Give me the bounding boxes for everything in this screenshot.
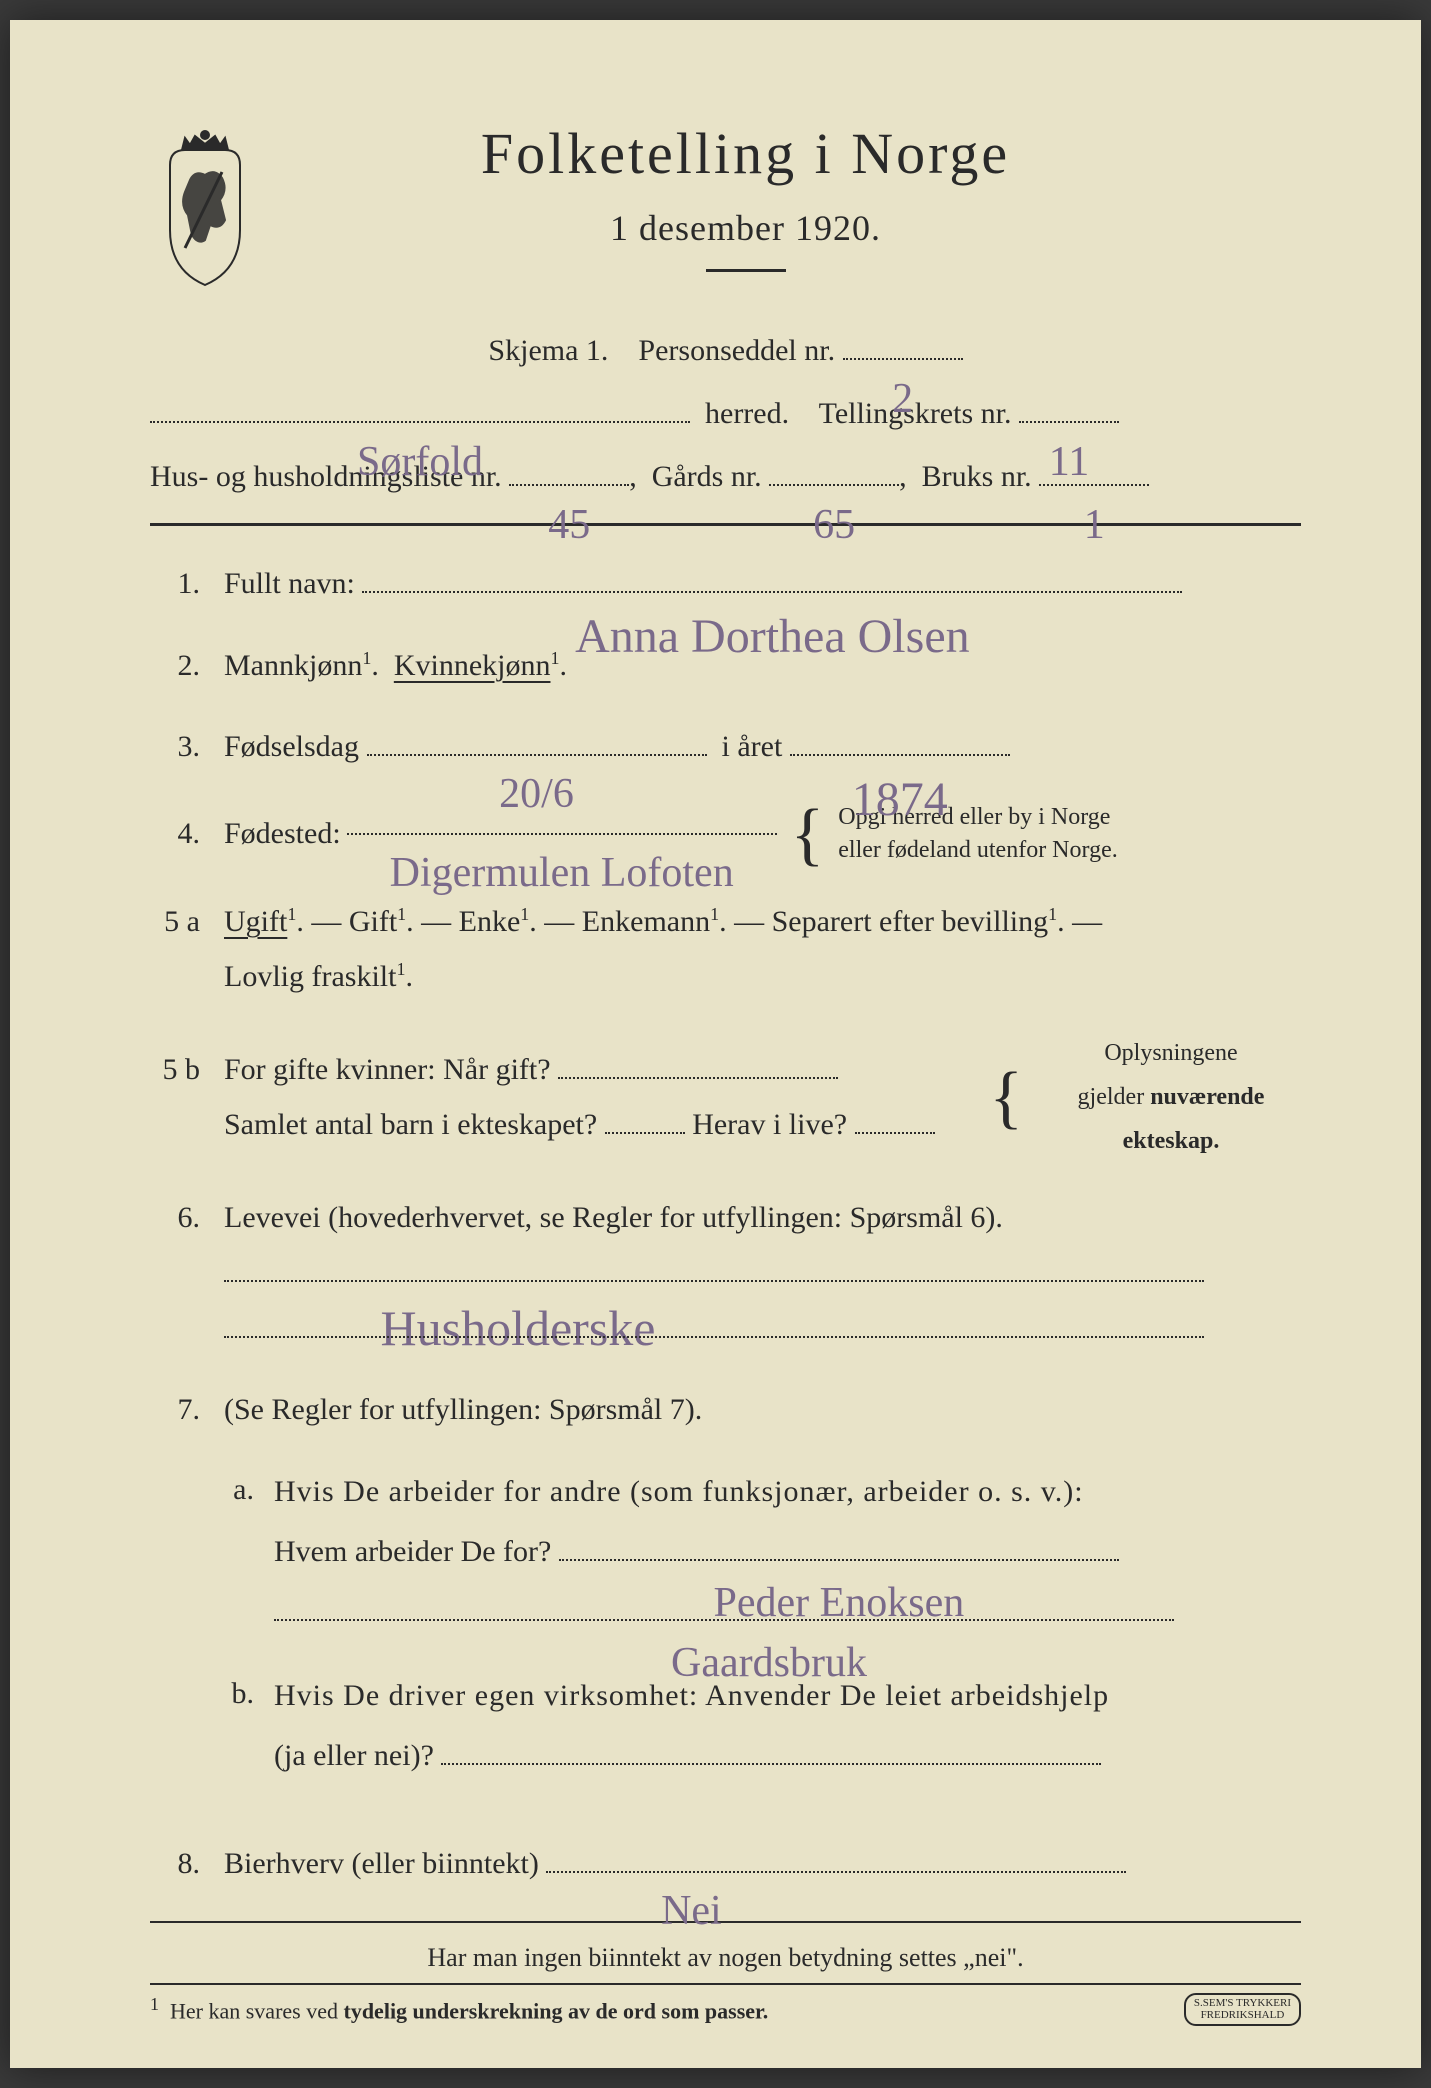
q7a-value2: Gaardsbruk <box>667 1621 871 1627</box>
q5b-row: 5 b For gifte kvinner: Når gift? Samlet … <box>150 1031 1301 1164</box>
q3-label: Fødselsdag <box>224 730 359 763</box>
q7a-letter: a. <box>224 1462 254 1642</box>
husliste-nr: 45 <box>544 486 594 492</box>
herred-label: herred. <box>705 397 789 430</box>
q4-row: 4. Fødested: Digermulen Lofoten { Opgi h… <box>150 801 1301 868</box>
q5a-ugift: Ugift <box>224 905 287 938</box>
census-form-page: Folketelling i Norge 1 desember 1920. Sk… <box>10 20 1421 2068</box>
personseddel-label: Personseddel nr. <box>638 334 835 367</box>
divider-top <box>150 523 1301 526</box>
skjema-line: Skjema 1. Personseddel nr. 2 <box>150 322 1301 379</box>
husliste-line: Hus- og husholdningsliste nr. 45, Gårds … <box>150 448 1301 505</box>
q5b-line2b: Herav i live? <box>692 1108 847 1141</box>
title-divider <box>706 269 786 272</box>
q7a-value1: Peder Enoksen <box>709 1561 968 1567</box>
header: Folketelling i Norge 1 desember 1920. <box>150 120 1301 302</box>
q8-label: Bierhverv (eller biinntekt) <box>224 1847 539 1880</box>
brace-icon-2: { <box>989 1080 1023 1115</box>
q6-row: 6. Levevei (hovederhvervet, se Regler fo… <box>150 1190 1301 1357</box>
title-block: Folketelling i Norge 1 desember 1920. <box>290 120 1301 302</box>
q2-kvinne: Kvinnekjønn <box>394 649 551 682</box>
coat-of-arms-icon <box>150 130 260 290</box>
main-title: Folketelling i Norge <box>290 120 1201 187</box>
bruks-label: Bruks nr. <box>922 460 1032 493</box>
q7b-letter: b. <box>224 1666 254 1786</box>
brace-icon: { <box>791 817 825 852</box>
skjema-label: Skjema 1. <box>488 334 608 367</box>
q5a-gift: Gift <box>349 905 397 938</box>
q5b-left: For gifte kvinner: Når gift? Samlet anta… <box>224 1042 971 1153</box>
herred-line: Sørfold herred. Tellingskrets nr. 11 <box>150 385 1301 442</box>
q6-label: Levevei (hovederhvervet, se Regler for u… <box>224 1201 1003 1234</box>
gards-nr: 65 <box>809 486 859 492</box>
q5a-row: 5 a Ugift1. — Gift1. — Enke1. — Enkemann… <box>150 894 1301 1005</box>
q7-num: 7. <box>150 1393 200 1427</box>
tellingskrets-label: Tellingskrets nr. <box>819 397 1012 430</box>
q1-label: Fullt navn: <box>224 567 355 600</box>
q3-day: 20/6 <box>495 756 578 762</box>
q5b-num: 5 b <box>150 1053 200 1087</box>
q1-value: Anna Dorthea Olsen <box>571 593 974 599</box>
q4-value: Digermulen Lofoten <box>386 835 738 841</box>
herred-value: Sørfold <box>353 423 487 429</box>
q4-label: Fødested: <box>224 806 341 862</box>
q5b-line2a: Samlet antal barn i ekteskapet? <box>224 1108 597 1141</box>
q7-row: 7. (Se Regler for utfyllingen: Spørsmål … <box>150 1382 1301 1810</box>
divider-bottom <box>150 1921 1301 1923</box>
bruks-nr: 1 <box>1080 486 1109 492</box>
q8-num: 8. <box>150 1847 200 1881</box>
q2-num: 2. <box>150 649 200 683</box>
q7a-line2-label: Hvem arbeider De for? <box>274 1535 551 1568</box>
footer-note: Har man ingen biinntekt av nogen betydni… <box>150 1943 1301 1973</box>
q4-num: 4. <box>150 817 200 851</box>
q5b-line1: For gifte kvinner: Når gift? <box>224 1053 551 1086</box>
gards-label: Gårds nr. <box>652 460 762 493</box>
q6-num: 6. <box>150 1201 200 1235</box>
q5a-separert: Separert efter bevilling <box>772 905 1049 938</box>
q6-value: Husholderske <box>377 1282 660 1288</box>
q3-row: 3. Fødselsdag 20/6 i året 1874 <box>150 719 1301 775</box>
q3-year-label: i året <box>722 730 783 763</box>
q7a-body: Hvis De arbeider for andre (som funksjon… <box>274 1462 1301 1642</box>
q1-num: 1. <box>150 567 200 601</box>
q7-label: (Se Regler for utfyllingen: Spørsmål 7). <box>224 1393 702 1426</box>
q8-value: Nei <box>657 1873 726 1879</box>
q2-mann: Mannkjønn <box>224 649 362 682</box>
q5b-note: Oplysningene gjelder nuværende ekteskap. <box>1041 1031 1301 1164</box>
tellingskrets-nr: 11 <box>1045 423 1093 429</box>
footnote-row: 1 Her kan svares ved tydelig underskrekn… <box>150 1983 1301 2025</box>
personseddel-nr: 2 <box>888 360 917 366</box>
q5a-enke: Enke <box>459 905 521 938</box>
q1-row: 1. Fullt navn: Anna Dorthea Olsen <box>150 556 1301 612</box>
q5a-fraskilt: Lovlig fraskilt <box>224 960 396 993</box>
footnote-text: 1 Her kan svares ved tydelig underskrekn… <box>150 1994 768 2024</box>
q5a-num: 5 a <box>150 905 200 939</box>
printer-mark: S.SEM'S TRYKKERI FREDRIKSHALD <box>1184 1993 1301 2025</box>
q3-year: 1874 <box>848 756 952 762</box>
q3-num: 3. <box>150 730 200 764</box>
q8-row: 8. Bierhverv (eller biinntekt) Nei <box>150 1836 1301 1892</box>
q5a-enkemann: Enkemann <box>582 905 710 938</box>
subtitle: 1 desember 1920. <box>290 207 1201 249</box>
